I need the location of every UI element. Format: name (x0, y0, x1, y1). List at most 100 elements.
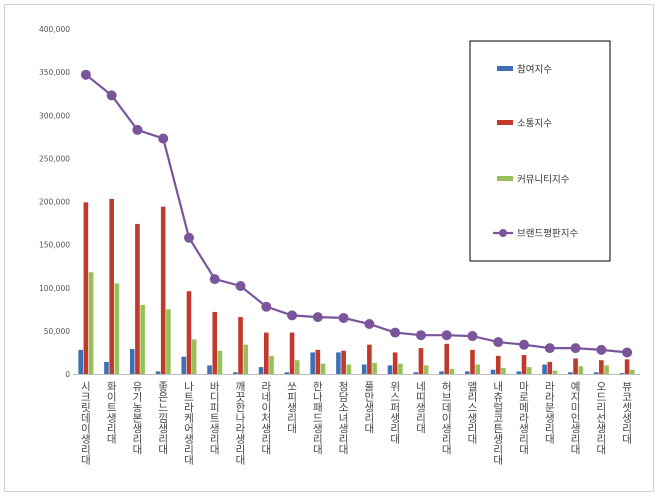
legend-label-2: 소통지수 (517, 119, 552, 130)
bar-1-2 (104, 361, 109, 374)
bar-3-7 (243, 344, 249, 374)
bar-3-11 (346, 364, 352, 374)
legend-label-3: 커뮤니티지수 (517, 175, 570, 186)
line-point-14 (415, 330, 426, 341)
legend-marker-4 (499, 229, 507, 237)
bar-3-17 (501, 367, 506, 374)
line-point-19 (544, 343, 555, 354)
line-point-20 (570, 343, 581, 354)
legend-swatch-2 (497, 120, 513, 125)
bar-3-9 (294, 360, 300, 374)
bar-2-19 (547, 361, 553, 374)
line-point-12 (364, 318, 375, 329)
bar-2-13 (392, 352, 398, 374)
bar-3-10 (320, 363, 326, 374)
bar-1-8 (258, 367, 264, 374)
line-point-18 (519, 339, 530, 350)
bar-1-10 (310, 352, 315, 374)
line-point-16 (467, 331, 478, 342)
y-tick-label: 400,000 (39, 25, 70, 34)
bar-2-8 (263, 332, 269, 374)
bar-1-3 (129, 348, 135, 374)
bar-2-7 (238, 317, 243, 374)
bar-3-21 (604, 365, 609, 374)
bar-2-18 (521, 355, 527, 374)
line-point-5 (183, 232, 194, 243)
bar-2-5 (186, 291, 192, 374)
bar-2-1 (83, 202, 89, 374)
line-point-13 (390, 327, 401, 338)
bar-1-21 (593, 372, 599, 374)
bar-3-3 (140, 305, 145, 374)
line-point-2 (106, 90, 117, 101)
line-point-9 (287, 310, 298, 321)
bar-3-2 (114, 283, 120, 374)
bar-1-22 (619, 373, 625, 374)
y-tick-label: 0 (65, 370, 70, 379)
bar-1-7 (233, 372, 238, 374)
y-tick-label: 50,000 (44, 327, 70, 336)
bar-2-14 (418, 348, 424, 374)
brand-reputation-chart: 0 50,000 100,000 150,000 200,000 250,000 300,0… (39, 25, 640, 467)
bar-1-12 (361, 364, 367, 374)
bar-1-15 (439, 371, 444, 374)
y-tick-label: 250,000 (39, 154, 70, 163)
bar-2-15 (444, 343, 450, 374)
bar-2-12 (367, 344, 372, 374)
bar-2-4 (160, 206, 166, 374)
line-point-15 (441, 330, 452, 341)
bar-3-22 (630, 369, 635, 374)
bar-3-13 (398, 363, 403, 374)
bar-3-20 (578, 366, 584, 374)
bar-1-1 (78, 349, 83, 374)
bar-1-17 (490, 369, 496, 374)
bar-1-6 (207, 365, 212, 374)
y-tick-label: 350,000 (39, 68, 70, 77)
bar-2-17 (495, 355, 501, 374)
line-point-4 (158, 133, 169, 144)
bar-2-3 (135, 223, 140, 374)
bar-3-12 (372, 362, 377, 374)
bar-1-11 (336, 352, 341, 374)
bar-3-19 (552, 370, 558, 374)
bar-1-19 (542, 364, 547, 374)
line-point-1 (80, 69, 91, 80)
bar-1-5 (181, 356, 187, 374)
line-point-7 (235, 281, 246, 292)
bar-3-8 (269, 355, 274, 374)
series-line-1 (85, 73, 628, 354)
bar-3-4 (166, 309, 171, 374)
y-tick-label: 100,000 (39, 284, 70, 293)
bar-2-16 (470, 349, 475, 374)
line-point-11 (338, 312, 349, 323)
line-point-6 (209, 274, 220, 285)
bar-1-18 (516, 371, 522, 374)
legend-box (469, 40, 611, 262)
bar-1-4 (155, 371, 161, 374)
bar-2-22 (624, 359, 630, 374)
bar-1-14 (413, 372, 419, 374)
bar-3-14 (423, 365, 429, 374)
bar-1-9 (284, 372, 290, 374)
bar-3-1 (88, 272, 94, 374)
bar-2-21 (599, 360, 604, 374)
legend-label-1: 참여지수 (517, 64, 552, 76)
line-point-8 (261, 301, 272, 312)
